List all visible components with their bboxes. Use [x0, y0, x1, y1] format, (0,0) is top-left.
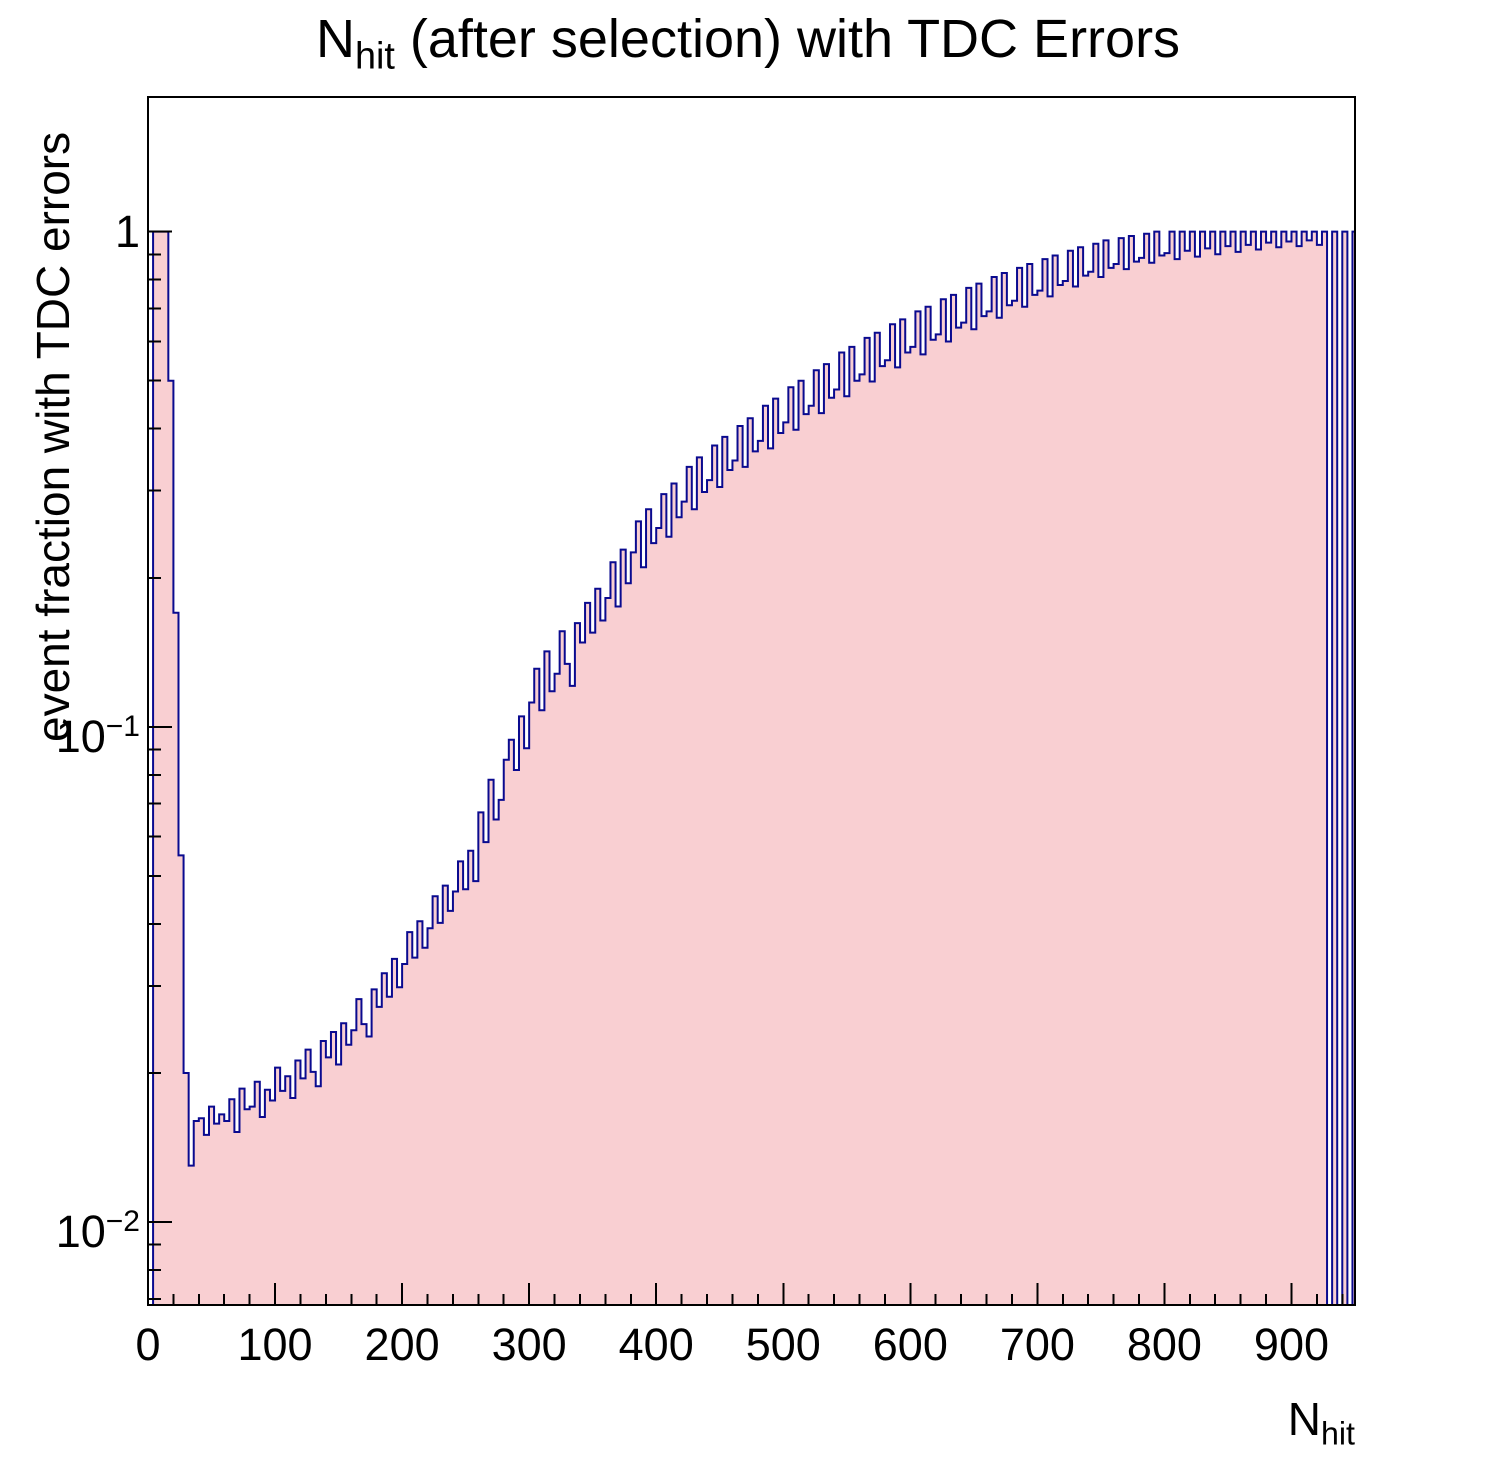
y-tick-mantissa: 10 [55, 710, 106, 762]
x-axis-tick-label: 100 [237, 1319, 313, 1370]
histogram-fill [148, 231, 1355, 1305]
y-tick-mantissa: 1 [114, 205, 140, 257]
plot-frame [147, 96, 1356, 1306]
x-axis-tick-label: 900 [1253, 1319, 1330, 1370]
chart-title-subscript: hit [354, 35, 395, 78]
chart-title-prefix: N [315, 9, 355, 69]
y-axis-tick-label: 10−2 [0, 1197, 140, 1257]
x-axis-title-prefix: N [1287, 1393, 1321, 1445]
y-axis-tick-label: 1 [0, 205, 140, 257]
x-axis-tick-label: 200 [364, 1319, 440, 1370]
x-axis-tick-label: 700 [999, 1319, 1075, 1370]
x-axis-tick-label: 300 [491, 1319, 567, 1370]
chart-title: Nhit (after selection) with TDC Errors [0, 8, 1496, 78]
x-axis-tick-label: 0 [135, 1319, 161, 1370]
chart-title-rest: (after selection) with TDC Errors [394, 9, 1181, 69]
x-axis-tick-label: 600 [872, 1319, 948, 1370]
y-tick-exponent: −2 [105, 1205, 140, 1239]
x-axis-tick-label: 400 [618, 1319, 694, 1370]
y-axis-tick-label: 10−1 [0, 702, 140, 762]
x-axis-title-subscript: hit [1321, 1415, 1355, 1452]
x-axis-tick-label: 800 [1126, 1319, 1202, 1370]
x-axis-tick-label: 500 [745, 1319, 821, 1370]
histogram-outline [148, 230, 1356, 1306]
y-tick-mantissa: 10 [55, 1206, 106, 1258]
y-tick-exponent: −1 [105, 709, 140, 743]
x-axis-title: Nhit [1100, 1392, 1355, 1453]
